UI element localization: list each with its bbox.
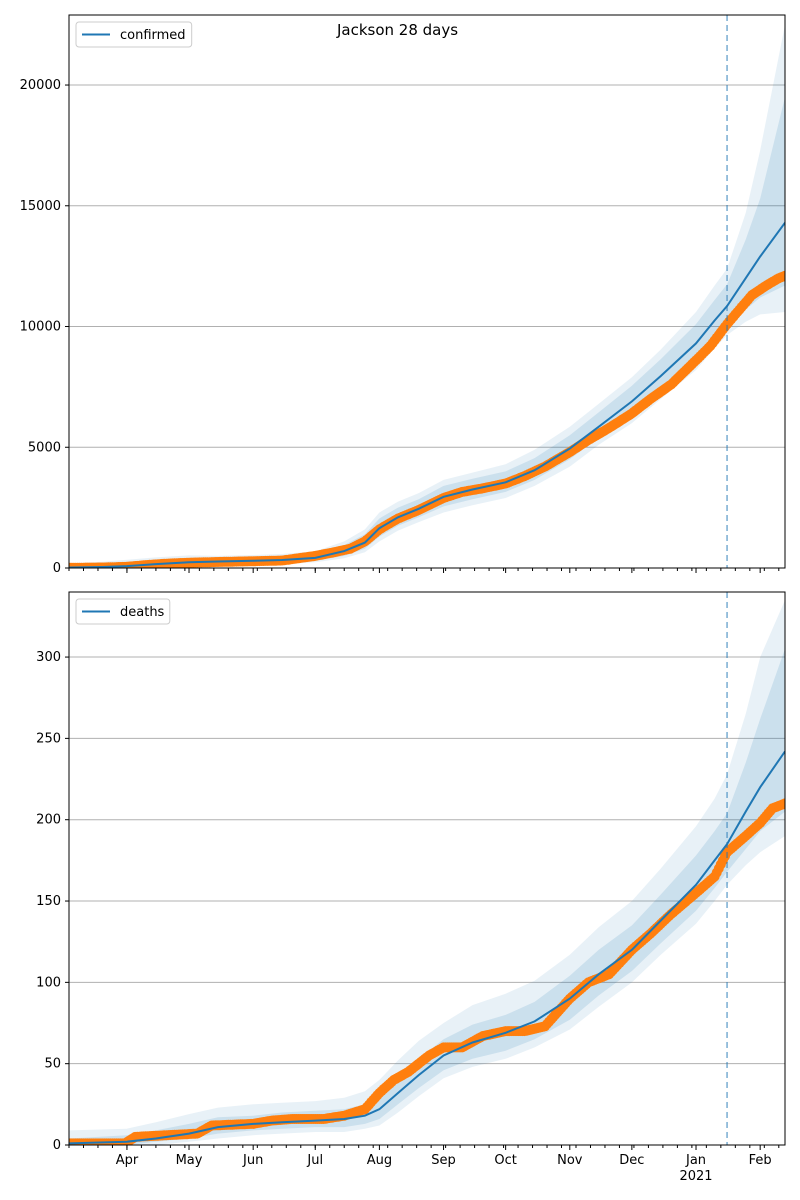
- ytick-label: 0: [53, 561, 61, 576]
- ytick-label: 5000: [28, 440, 61, 455]
- figure-title: Jackson 28 days: [336, 21, 459, 39]
- panel-confirmed: 0 5000 10000 15000 20000 confirmed: [20, 14, 786, 576]
- plot-area: [69, 24, 785, 568]
- xtick-label: Jan: [685, 1153, 706, 1168]
- ytick-label: 0: [53, 1138, 61, 1153]
- xtick-label: Dec: [619, 1153, 644, 1168]
- year-label: 2021: [679, 1169, 712, 1184]
- ytick-label: 50: [44, 1057, 61, 1072]
- axes-frame: [68, 591, 786, 1146]
- ytick-label: 250: [36, 731, 61, 746]
- xtick-label: Apr: [116, 1153, 139, 1168]
- observed-point: [780, 270, 785, 281]
- axes-frame: [68, 14, 786, 569]
- xtick-label: Jun: [242, 1153, 263, 1168]
- xtick-label: May: [176, 1153, 203, 1168]
- uncertainty-band: [69, 600, 785, 1145]
- ytick-label: 10000: [20, 320, 61, 335]
- xtick-label: Feb: [749, 1153, 772, 1168]
- legend-label: deaths: [120, 605, 165, 620]
- observed-point: [780, 798, 785, 809]
- panel-deaths: 0 50 100 150 200 250 300 Apr May Jun Jul Aug Sep Oct N…: [36, 591, 786, 1184]
- xtick-label: Sep: [431, 1153, 456, 1168]
- ytick-label: 15000: [20, 199, 61, 214]
- fit-line: [69, 750, 785, 1145]
- xtick-label: Aug: [367, 1153, 392, 1168]
- ytick-label: 150: [36, 894, 61, 909]
- ytick-label: 100: [36, 975, 61, 990]
- ytick-label: 200: [36, 813, 61, 828]
- legend-box: [75, 598, 171, 625]
- legend-label: confirmed: [120, 28, 186, 43]
- fit-line: [69, 222, 785, 568]
- uncertainty-band: [69, 24, 785, 568]
- ytick-label: 20000: [20, 78, 61, 93]
- xtick-label: Nov: [557, 1153, 583, 1168]
- ytick-label: 300: [36, 650, 61, 665]
- plot-area: [69, 600, 785, 1145]
- legend-box: [75, 21, 193, 48]
- xtick-label: Jul: [306, 1153, 323, 1168]
- xtick-label: Oct: [494, 1153, 516, 1168]
